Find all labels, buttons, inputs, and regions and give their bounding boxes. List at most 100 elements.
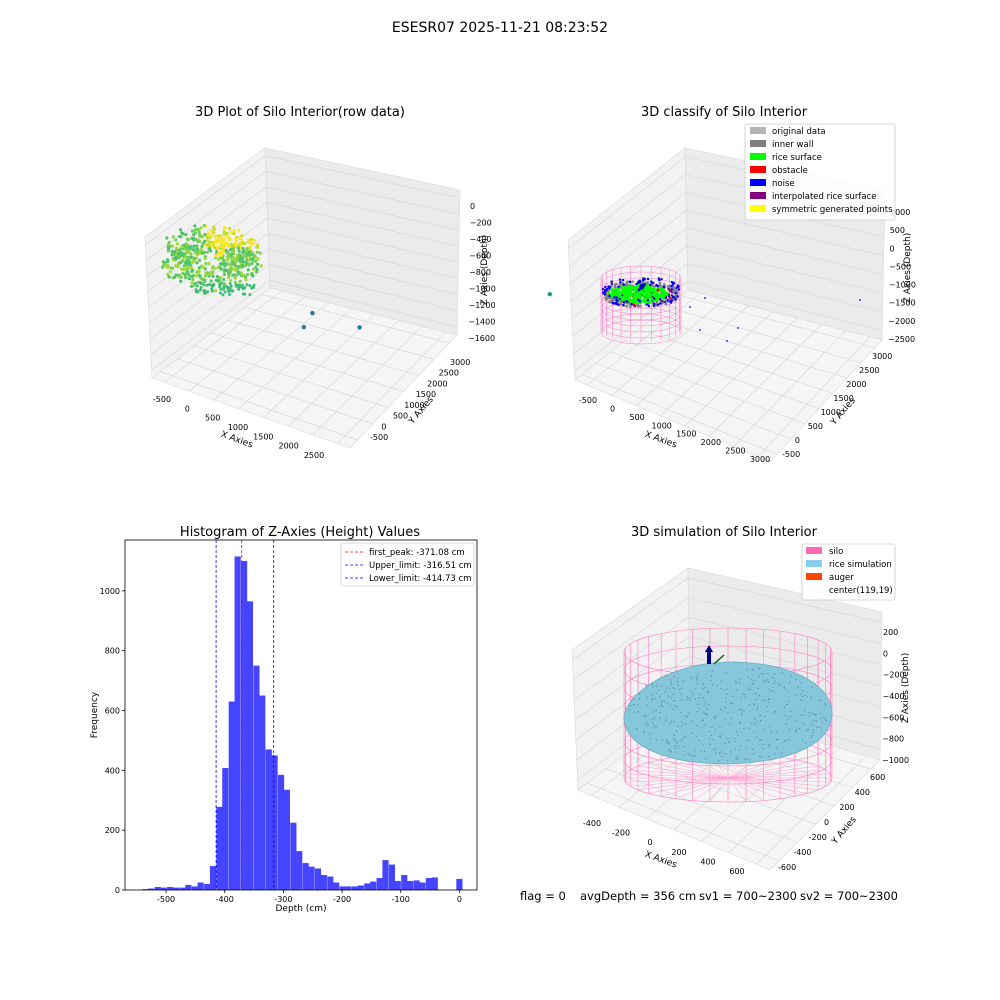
- rice-mesh-node: [714, 717, 717, 720]
- rice-mesh-node: [741, 712, 743, 715]
- rice-mesh-node: [710, 679, 712, 682]
- rice-mesh-node: [703, 705, 705, 707]
- raw-point: [184, 242, 188, 246]
- raw-point: [236, 270, 240, 274]
- rice-mesh-node: [690, 755, 693, 757]
- rice-mesh-node: [694, 698, 697, 701]
- raw-point: [172, 275, 177, 279]
- raw-point: [232, 232, 236, 236]
- histogram-bar: [425, 878, 432, 890]
- raw-point: [238, 236, 242, 240]
- raw-point: [205, 283, 209, 287]
- histogram-bar: [431, 877, 438, 890]
- raw-point: [227, 237, 231, 242]
- raw-point: [216, 265, 220, 269]
- histogram-bar: [246, 601, 254, 890]
- rice-mesh-node: [778, 711, 780, 713]
- rice-mesh-node: [710, 734, 713, 736]
- noise-point: [737, 327, 739, 329]
- rice-mesh-node: [725, 672, 728, 674]
- rice-mesh-node: [680, 740, 683, 742]
- silo-floor-spoke: [675, 777, 729, 800]
- rice-mesh-node: [675, 730, 677, 733]
- raw-point: [202, 265, 206, 270]
- histogram-bar: [142, 889, 149, 890]
- x-tick-label: 600: [729, 867, 744, 876]
- rice-mesh-node: [673, 720, 675, 722]
- rice-mesh-node: [824, 704, 826, 706]
- histogram-bar: [327, 876, 334, 890]
- rice-mesh-node: [649, 737, 652, 740]
- outlier-point: [310, 310, 315, 316]
- rice-mesh-node: [747, 688, 750, 690]
- x-tick-label: 0: [610, 404, 615, 413]
- noise-point: [662, 285, 666, 289]
- z-tick-label: −500: [889, 262, 911, 271]
- raw-point: [218, 291, 222, 295]
- raw-point: [238, 279, 242, 283]
- raw-point: [245, 247, 249, 251]
- raw-point: [241, 246, 245, 250]
- raw-point: [252, 238, 257, 243]
- raw-point: [222, 272, 227, 277]
- silo-floor-spoke: [727, 762, 808, 779]
- rice-mesh-node: [800, 699, 802, 701]
- rice-surface-point: [634, 298, 638, 302]
- noise-point: [677, 288, 681, 291]
- raw-point: [174, 264, 179, 268]
- rice-mesh-node: [707, 690, 709, 692]
- rice-mesh-node: [807, 729, 810, 731]
- z-tick-label: −800: [469, 268, 491, 277]
- rice-mesh-node: [730, 752, 732, 755]
- raw-point: [166, 245, 170, 249]
- auger-shaft: [707, 648, 711, 664]
- rice-mesh-node: [730, 750, 732, 752]
- silo-floor-spoke: [727, 777, 819, 791]
- rice-mesh-node: [800, 682, 802, 684]
- noise-point: [676, 295, 679, 298]
- inner-wall-point: [664, 302, 668, 306]
- rice-mesh-node: [768, 745, 771, 748]
- raw-point: [221, 245, 226, 250]
- panel2-y-ticks: -500 0 500 1000 1500 2000 2500 3000: [782, 352, 892, 459]
- raw-point: [192, 244, 196, 248]
- histogram-bar: [167, 887, 174, 890]
- rice-mesh-node: [666, 703, 669, 705]
- rice-mesh-node: [670, 697, 673, 699]
- rice-mesh-node: [743, 710, 745, 712]
- raw-point: [229, 278, 233, 283]
- noise-point: [646, 299, 650, 302]
- rice-mesh-node: [744, 696, 747, 698]
- rice-mesh-node: [814, 714, 816, 717]
- raw-point: [223, 264, 227, 268]
- rice-mesh-node: [704, 750, 706, 753]
- rice-mesh-node: [738, 722, 741, 724]
- noise-point: [670, 284, 673, 288]
- rice-mesh-node: [655, 709, 658, 712]
- raw-point: [229, 230, 233, 234]
- raw-point: [254, 270, 259, 274]
- x-tick-label: -500: [153, 395, 171, 404]
- noise-point: [670, 280, 674, 284]
- silo-floor-spoke: [630, 769, 729, 779]
- rice-mesh-node: [737, 757, 740, 760]
- rice-mesh-node: [787, 739, 789, 741]
- rice-mesh-node: [783, 686, 785, 688]
- x-tick-label: 500: [630, 413, 645, 422]
- x-tick-label: -500: [157, 895, 175, 904]
- raw-point: [210, 243, 214, 247]
- noise-point: [656, 303, 659, 307]
- raw-point: [226, 287, 230, 291]
- y-tick-label: -400: [793, 848, 811, 857]
- rice-surface-point: [622, 291, 626, 295]
- rice-mesh-node: [752, 753, 755, 755]
- rice-mesh-node: [803, 723, 805, 726]
- noise-point: [699, 329, 701, 331]
- rice-mesh-node: [681, 698, 683, 701]
- raw-point: [187, 266, 191, 270]
- silo-floor-spoke: [648, 762, 729, 779]
- legend-label: center(119,19): [829, 586, 893, 596]
- noise-point: [675, 286, 678, 290]
- rice-surface-point: [643, 292, 647, 296]
